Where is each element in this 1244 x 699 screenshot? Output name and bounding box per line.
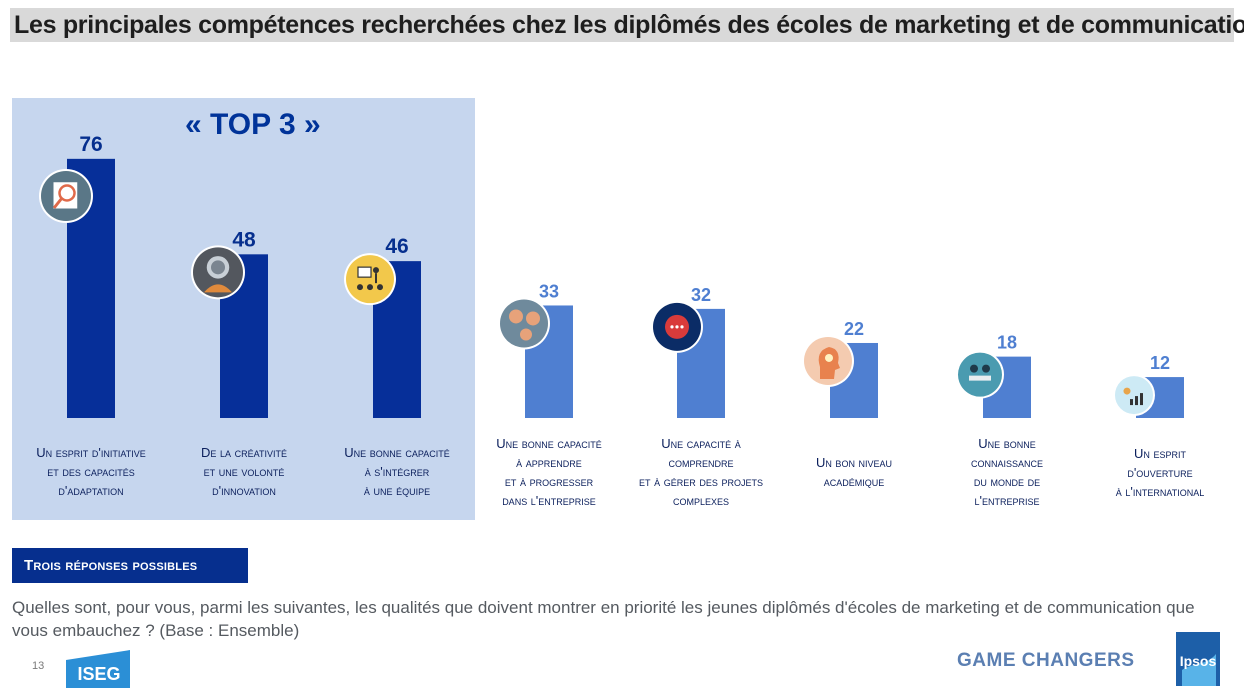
value-label: 76 (79, 133, 102, 156)
game-changers-brand: GAME CHANGERS (957, 650, 1135, 671)
category-label: d'innovation (212, 483, 276, 498)
category-label: Un esprit d'initiative (36, 445, 145, 460)
title-bar: Les principales compétences recherchées … (10, 8, 1244, 42)
icon-person (970, 364, 978, 373)
survey-question: Quelles sont, pour vous, parmi les suiva… (12, 598, 1195, 640)
ipsos-logo-text: Ipsos (1180, 653, 1217, 669)
icon-dot (670, 325, 674, 329)
growth-chart-icon (1113, 374, 1155, 417)
category-label: Une bonne capacité (344, 445, 449, 460)
category-label: à apprendre (516, 455, 582, 470)
icon-bar (1140, 393, 1143, 406)
category-label: Une bonne (978, 436, 1036, 451)
value-label: 18 (997, 333, 1017, 353)
value-label: 32 (691, 285, 711, 305)
icon-lens (58, 184, 76, 202)
head-lightbulb-icon (802, 334, 854, 387)
category-label: à s'intégrer (365, 464, 430, 479)
icon-suit (204, 284, 232, 293)
icon-visor (211, 260, 225, 275)
icon-person (982, 364, 990, 373)
bar-chart: 76 Un esprit d'initiative et des capacités… (36, 133, 1204, 508)
value-label: 46 (385, 235, 408, 258)
category-label: et à gérer des projets (639, 474, 763, 489)
icon-person (367, 284, 373, 291)
category-label: comprendre (668, 455, 733, 470)
category-label: à l'international (1116, 484, 1204, 499)
category-label: complexes (673, 493, 729, 508)
value-label: 12 (1150, 353, 1170, 373)
icon-gear (509, 309, 523, 324)
icon-gear (526, 311, 540, 326)
icon-person (377, 284, 383, 291)
icon-dot (680, 325, 684, 329)
category-label: à une équipe (364, 483, 430, 498)
icon-bulb (825, 353, 833, 362)
category-label: connaissance (971, 455, 1043, 470)
category-label: Un bon niveau (816, 455, 892, 470)
category-label: et une volonté (204, 464, 285, 479)
category-label: et à progresser (505, 474, 594, 489)
icon-presenter (373, 267, 379, 274)
team-presentation-icon (344, 253, 396, 306)
chat-bubble-icon (651, 300, 703, 353)
page-number: 13 (32, 660, 45, 672)
icon-bar (1130, 399, 1133, 406)
icon-bg (958, 352, 1002, 397)
icon-gear (520, 328, 532, 341)
category-label: l'entreprise (975, 493, 1040, 508)
category-label: d'adaptation (58, 483, 123, 498)
icon-board (357, 266, 372, 278)
iseg-logo-text: ISEG (77, 664, 120, 684)
responses-badge: Trois réponses possibles (12, 548, 248, 583)
ipsos-logo: Ipsos (1176, 632, 1220, 686)
value-label: 48 (232, 228, 256, 251)
category-label: De la créativité (201, 445, 287, 460)
icon-handle (52, 197, 64, 209)
icon-table (969, 375, 991, 381)
icon-bg (500, 299, 548, 348)
category-label: du monde de (974, 474, 1040, 489)
badge-text: Trois réponses possibles (24, 557, 198, 574)
category-label: Un esprit (1134, 446, 1187, 461)
value-label: 22 (844, 319, 864, 339)
category-label: d'ouverture (1127, 465, 1192, 480)
iseg-logo: ISEG (66, 650, 130, 688)
gears-head-icon (498, 297, 550, 350)
icon-dot (675, 325, 679, 329)
icon-head (818, 346, 840, 379)
icon-person (1123, 387, 1131, 395)
value-label: 33 (539, 281, 559, 301)
icon-bg (346, 255, 394, 304)
category-label: Une capacité à (661, 436, 740, 451)
business-meeting-icon (956, 350, 1004, 399)
magnifier-chart-icon (39, 169, 93, 223)
icon-bg (1115, 376, 1153, 415)
category-label: académique (824, 474, 885, 489)
category-label: Une bonne capacité (496, 436, 601, 451)
page-title: Les principales compétences recherchées … (14, 11, 1244, 39)
category-label: et des capacités (47, 464, 135, 479)
category-label: dans l'entreprise (502, 493, 596, 508)
top3-label: « TOP 3 » (185, 108, 321, 141)
astronaut-icon (191, 245, 245, 300)
icon-bar (1135, 396, 1138, 406)
icon-person (357, 284, 363, 291)
